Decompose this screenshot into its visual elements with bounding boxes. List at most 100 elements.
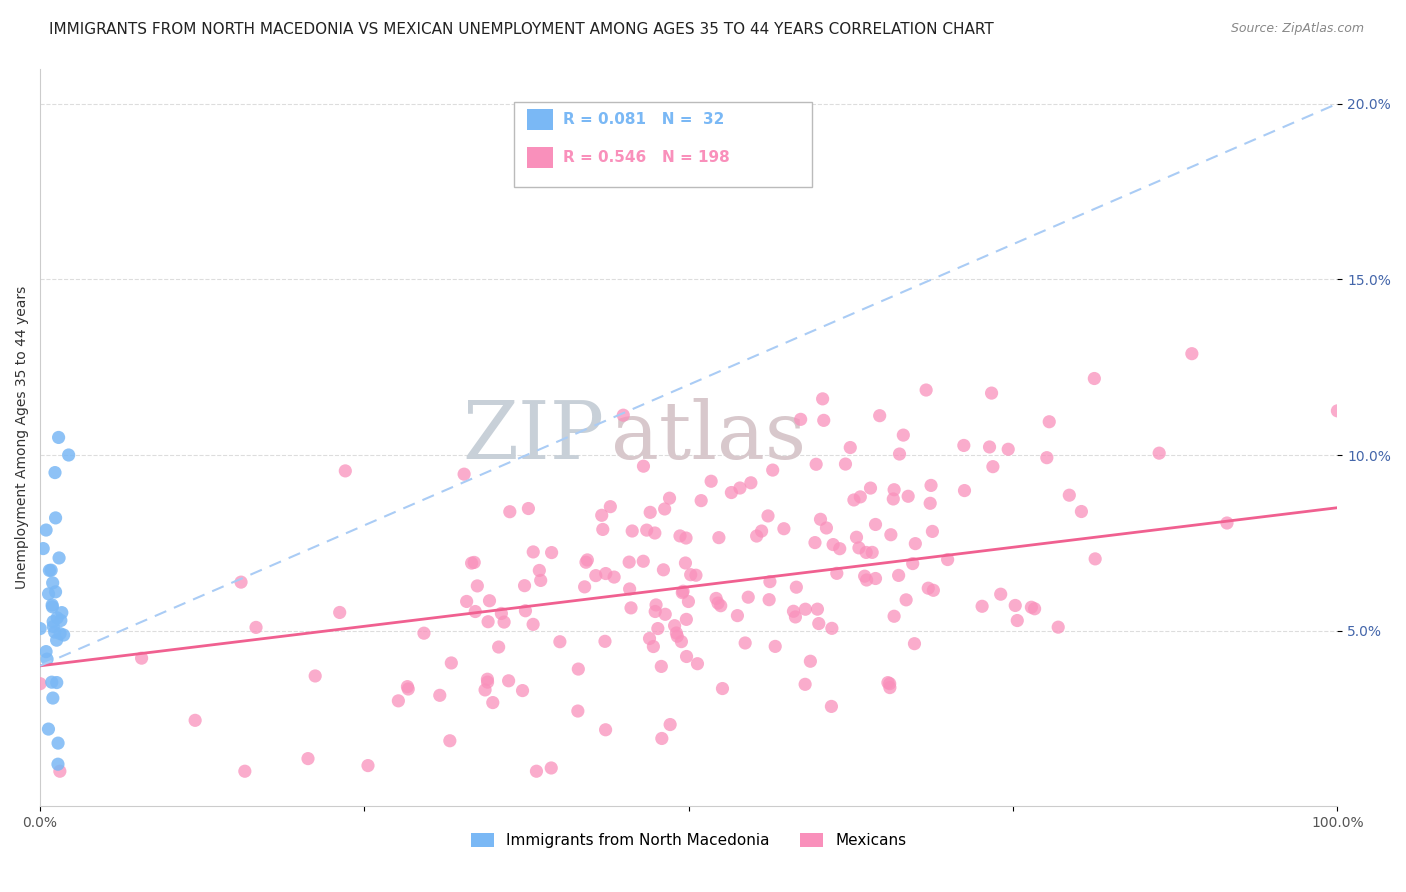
- Point: [707, 531, 730, 545]
- Point: [439, 733, 461, 747]
- Point: [882, 491, 904, 506]
- Point: [184, 714, 207, 728]
- Point: [453, 467, 475, 482]
- Point: [35, 523, 58, 537]
- Point: [1147, 446, 1170, 460]
- Point: [32, 541, 55, 556]
- Point: [592, 523, 614, 537]
- Legend: Immigrants from North Macedonia, Mexicans: Immigrants from North Macedonia, Mexican…: [465, 827, 912, 854]
- Point: [901, 557, 924, 571]
- Y-axis label: Unemployment Among Ages 35 to 44 years: Unemployment Among Ages 35 to 44 years: [15, 285, 30, 589]
- Point: [700, 475, 723, 489]
- Point: [804, 535, 827, 549]
- Point: [595, 723, 617, 737]
- Point: [647, 622, 669, 636]
- Bar: [513, 102, 813, 186]
- Text: R = 0.546   N = 198: R = 0.546 N = 198: [562, 150, 730, 165]
- Point: [35, 644, 58, 658]
- Point: [811, 392, 834, 406]
- Point: [678, 594, 700, 608]
- Point: [855, 573, 877, 587]
- Point: [30, 622, 52, 636]
- Point: [1038, 415, 1060, 429]
- Point: [513, 579, 536, 593]
- Point: [848, 541, 870, 555]
- Point: [794, 602, 817, 616]
- Point: [44, 625, 66, 640]
- Point: [498, 673, 520, 688]
- Point: [1007, 614, 1029, 628]
- Point: [762, 463, 785, 477]
- Point: [675, 649, 697, 664]
- Point: [686, 657, 709, 671]
- Point: [643, 640, 665, 654]
- Point: [745, 529, 768, 543]
- Point: [517, 501, 540, 516]
- Point: [499, 505, 522, 519]
- Point: [675, 556, 697, 570]
- Point: [522, 545, 544, 559]
- Point: [1024, 601, 1046, 615]
- Point: [883, 609, 905, 624]
- Point: [990, 587, 1012, 601]
- Point: [464, 605, 486, 619]
- Point: [1084, 552, 1107, 566]
- Point: [46, 736, 69, 750]
- Point: [981, 459, 1004, 474]
- Point: [880, 527, 903, 541]
- Point: [887, 568, 910, 582]
- Point: [46, 611, 69, 625]
- Point: [903, 637, 925, 651]
- Point: [603, 570, 626, 584]
- Point: [488, 640, 510, 654]
- Point: [638, 505, 661, 519]
- Point: [654, 502, 676, 516]
- Point: [526, 764, 548, 779]
- Point: [620, 600, 643, 615]
- Point: [650, 659, 672, 673]
- Point: [387, 694, 409, 708]
- Point: [41, 598, 63, 612]
- Point: [921, 524, 943, 539]
- Point: [617, 555, 640, 569]
- Point: [575, 555, 598, 569]
- Point: [756, 508, 779, 523]
- Point: [233, 764, 256, 779]
- Point: [915, 383, 938, 397]
- Point: [585, 568, 607, 582]
- Point: [45, 585, 67, 599]
- Point: [877, 675, 900, 690]
- Point: [548, 634, 571, 648]
- Point: [740, 475, 762, 490]
- Point: [1021, 600, 1043, 615]
- Point: [823, 538, 845, 552]
- Point: [599, 500, 621, 514]
- Point: [671, 634, 693, 648]
- Point: [807, 616, 830, 631]
- Point: [567, 662, 589, 676]
- Point: [658, 491, 681, 506]
- Point: [972, 599, 994, 614]
- Point: [42, 619, 65, 633]
- Point: [737, 591, 759, 605]
- Text: R = 0.081   N =  32: R = 0.081 N = 32: [562, 112, 724, 127]
- Point: [891, 428, 914, 442]
- Point: [515, 604, 537, 618]
- Point: [917, 581, 939, 595]
- Point: [49, 614, 72, 628]
- Point: [45, 633, 67, 648]
- Point: [633, 459, 655, 474]
- Point: [869, 409, 891, 423]
- Point: [540, 761, 562, 775]
- Point: [44, 466, 66, 480]
- Point: [456, 594, 478, 608]
- Point: [52, 628, 75, 642]
- Point: [675, 612, 697, 626]
- Point: [593, 634, 616, 648]
- Point: [477, 672, 499, 686]
- Point: [45, 511, 67, 525]
- Point: [997, 442, 1019, 457]
- Point: [396, 680, 419, 694]
- Point: [229, 575, 252, 590]
- Point: [860, 545, 883, 559]
